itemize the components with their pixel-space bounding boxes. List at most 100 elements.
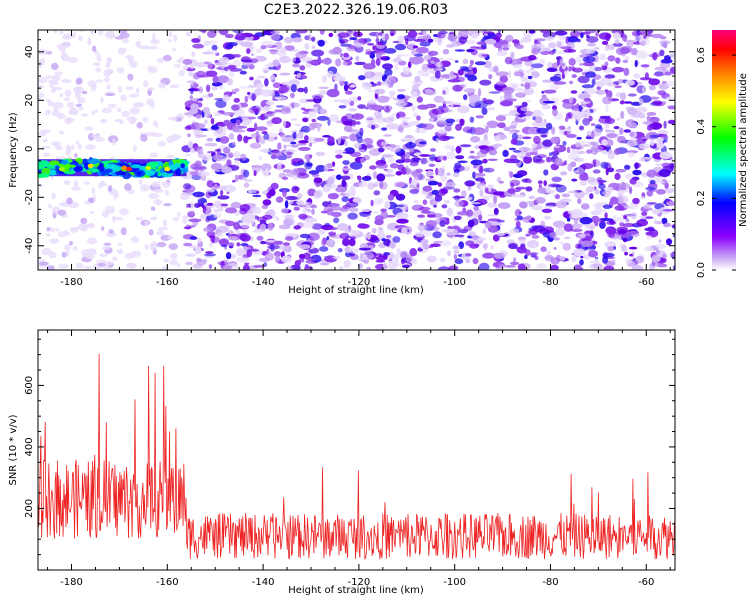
heatmap-cell [487,158,498,161]
x-tick-label: -120 [348,277,371,288]
heatmap-cell [77,97,86,104]
heatmap-cell [442,48,450,55]
heatmap-cell [221,244,228,248]
heatmap-cell [223,184,237,193]
heatmap-cell [249,142,262,149]
heatmap-cell [509,171,514,178]
heatmap-cell [516,246,527,254]
heatmap-cell [476,41,488,45]
heatmap-cell [401,264,410,269]
heatmap-cell [65,249,70,257]
heatmap-cell [563,70,568,76]
heatmap-cell [383,168,389,172]
colorbar-label: Normalized spectral amplitude [738,73,749,227]
heatmap-cell [291,168,300,176]
heatmap-cell [604,117,615,125]
heatmap-cell [191,210,195,214]
heatmap-cell [622,33,628,42]
heatmap-cell [516,215,524,221]
heatmap-cell [239,204,251,212]
heatmap-cell [571,178,578,182]
heatmap-cell [185,32,192,37]
heatmap-cell [232,59,241,67]
heatmap-cell [550,264,559,270]
heatmap-cell [452,196,466,199]
heatmap-cell [221,166,233,174]
heatmap-cell [616,226,629,234]
heatmap-cell [467,185,472,191]
heatmap-cell [511,84,517,89]
heatmap-cell [116,67,125,74]
heatmap-cell [405,165,409,174]
heatmap-cell [219,30,229,36]
heatmap-cell [413,199,419,204]
heatmap-cell [487,202,497,208]
heatmap-cell [206,206,212,210]
heatmap-cell [317,123,321,132]
heatmap-cell [422,240,428,248]
heatmap-cell [527,35,531,42]
heatmap-cell [397,94,405,100]
y-tick-label: 20 [24,94,35,107]
heatmap-cell [441,100,454,105]
heatmap-cell [429,148,437,152]
heatmap-cell [222,265,233,270]
heatmap-cell [274,255,281,263]
heatmap-cell [616,195,624,204]
heatmap-cell [192,191,205,198]
heatmap-cell [384,68,393,77]
heatmap-cell [373,72,385,77]
heatmap-cell [239,70,247,75]
x-tick-label: -120 [348,577,371,588]
heatmap-cell [298,140,309,144]
heatmap-cell [428,163,436,167]
heatmap-cell [42,138,48,143]
heatmap-cell [579,233,586,239]
heatmap-cell [155,123,159,128]
heatmap-cell [91,187,96,195]
heatmap-cell [441,204,448,209]
heatmap-cell [546,258,551,262]
heatmap-cell [111,138,116,146]
heatmap-cell [603,265,615,270]
heatmap-cell [317,115,329,121]
heatmap-cell [151,132,163,138]
heatmap-cell [640,64,650,68]
snr-panel: -180 -160 -140 -120 -100 -80 -60 200 400 600 Heig… [8,329,676,596]
heatmap-cell [501,44,512,48]
heatmap-cell [103,242,112,246]
heatmap-cell [208,40,218,45]
heatmap-cell [360,259,368,263]
heatmap-cell [272,82,281,89]
heatmap-cell [190,82,194,87]
heatmap-cell [436,114,441,119]
heatmap-cell [148,45,159,50]
heatmap-cell [302,111,310,115]
heatmap-cell [453,165,465,172]
heatmap-cell [232,54,241,58]
heatmap-cell [556,56,562,60]
heatmap-cell [578,105,583,112]
heatmap-cell [279,72,291,76]
heatmap-cell [435,61,443,68]
heatmap-cell [210,117,215,125]
heatmap-cell [243,182,250,188]
heatmap-cell [124,183,132,191]
heatmap-cell [269,49,278,55]
heatmap-cell [586,186,595,193]
heatmap-cell [294,123,302,127]
heatmap-cell [477,237,487,242]
heatmap-cell [228,133,235,140]
heatmap-cell [135,40,142,48]
heatmap-cell [308,127,316,131]
heatmap-cell [253,107,260,114]
heatmap-cell [497,202,511,210]
heatmap-cell [216,225,230,233]
heatmap-cell [554,30,568,36]
heatmap-cell [265,100,275,106]
heatmap-cell [273,240,284,245]
heatmap-cell [163,203,172,207]
heatmap-cell [546,250,551,255]
heatmap-cell [259,148,270,153]
heatmap-cell [658,168,671,178]
